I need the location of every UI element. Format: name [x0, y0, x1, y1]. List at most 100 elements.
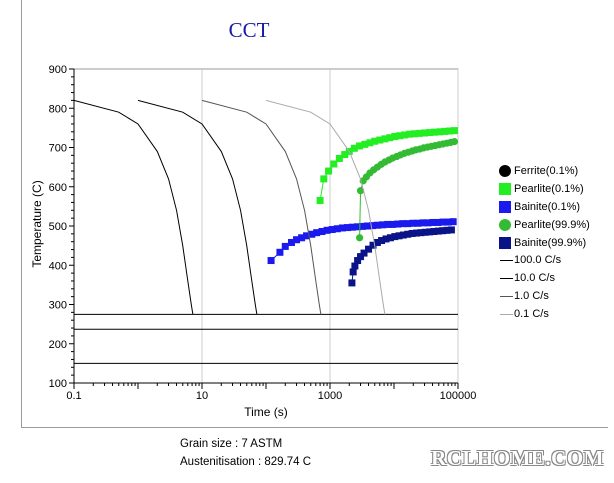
point-bainite-99-9 [404, 230, 412, 238]
series-line-0-1-c-s [265, 99, 386, 315]
legend-line-swatch [497, 254, 513, 266]
y-tick-label: 500 [49, 221, 67, 233]
legend-label: Pearlite(0.1%) [514, 182, 584, 195]
point-bainite-0-1 [384, 220, 392, 228]
point-pearlite-0-1 [391, 133, 399, 141]
point-bainite-0-1 [298, 234, 306, 242]
point-pearlite-0-1 [371, 137, 379, 145]
legend-item: 100.0 C/s [497, 251, 590, 269]
legend-item: Bainite(0.1%) [497, 198, 590, 216]
point-bainite-99-9 [357, 253, 365, 261]
point-bainite-99-9 [430, 227, 438, 235]
point-bainite-0-1 [287, 238, 295, 246]
point-bainite-0-1 [429, 218, 437, 226]
point-pearlite-0-1 [441, 127, 449, 135]
point-pearlite-0-1 [335, 154, 343, 162]
point-pearlite-99-9 [356, 187, 365, 195]
series-line-1-0-c-s [201, 99, 322, 315]
legend-line-swatch [497, 290, 513, 302]
y-tick-label: 200 [49, 339, 67, 351]
series-line-10-0-c-s [137, 99, 258, 315]
point-bainite-0-1 [303, 232, 311, 240]
point-bainite-0-1 [389, 220, 397, 228]
series-line-100-0-c-s [73, 99, 194, 315]
legend-marker-swatch [497, 164, 513, 177]
point-bainite-99-9 [439, 227, 447, 235]
y-tick-label: 700 [49, 143, 67, 155]
point-bainite-0-1 [364, 222, 372, 230]
chart-title: CCT [228, 18, 270, 42]
point-bainite-99-9 [447, 226, 455, 234]
point-bainite-0-1 [449, 218, 457, 226]
point-pearlite-0-1 [396, 132, 404, 140]
point-bainite-99-9 [382, 235, 390, 243]
point-pearlite-0-1 [426, 129, 434, 137]
legend-label: Ferrite(0.1%) [514, 164, 579, 177]
point-bainite-0-1 [293, 236, 301, 244]
x-tick-label: 1000 [318, 390, 342, 402]
point-pearlite-0-1 [415, 129, 423, 137]
y-tick-label: 100 [49, 378, 67, 390]
point-pearlite-0-1 [406, 130, 414, 138]
legend-item: Bainite(99.9%) [497, 234, 590, 252]
legend-line-swatch [497, 272, 513, 284]
point-bainite-0-1 [404, 220, 412, 228]
point-bainite-99-9 [421, 228, 429, 236]
y-tick-label: 400 [49, 260, 67, 272]
y-tick-label: 300 [49, 300, 67, 312]
watermark-logo: RCLHOME.COM [431, 446, 604, 470]
point-pearlite-0-1 [350, 144, 358, 152]
point-bainite-0-1 [333, 225, 341, 233]
point-bainite-0-1 [323, 226, 331, 234]
point-bainite-0-1 [414, 219, 422, 227]
legend-marker-swatch [497, 182, 513, 195]
legend-label: Pearlite(99.9%) [514, 218, 590, 231]
legend-marker-swatch [497, 200, 513, 213]
legend-label: 0.1 C/s [514, 308, 549, 321]
point-bainite-0-1 [439, 218, 447, 226]
legend-item: Pearlite(0.1%) [497, 180, 590, 198]
point-pearlite-0-1 [446, 127, 454, 135]
point-bainite-99-9 [426, 228, 434, 236]
point-bainite-0-1 [281, 242, 289, 250]
point-pearlite-0-1 [330, 160, 338, 168]
point-pearlite-0-1 [436, 128, 444, 136]
point-bainite-99-9 [413, 229, 421, 237]
point-bainite-99-9 [373, 238, 381, 246]
point-bainite-99-9 [354, 257, 362, 265]
point-bainite-99-9 [391, 233, 399, 241]
point-bainite-0-1 [434, 218, 442, 226]
point-pearlite-0-1 [450, 127, 458, 135]
y-axis-label: Temperature (C) [30, 180, 44, 267]
austenitisation-text: Austenitisation : 829.74 C [180, 456, 312, 468]
point-pearlite-0-1 [401, 131, 409, 139]
point-bainite-0-1 [328, 226, 336, 234]
legend-label: Bainite(0.1%) [514, 200, 581, 213]
grain-size-text: Grain size : 7 ASTM [180, 438, 283, 450]
point-pearlite-0-1 [411, 130, 419, 138]
point-bainite-0-1 [419, 219, 427, 227]
point-bainite-0-1 [308, 230, 316, 238]
point-bainite-0-1 [348, 223, 356, 231]
legend-label: 1.0 C/s [514, 290, 549, 303]
point-bainite-0-1 [369, 222, 377, 230]
legend-item: Ferrite(0.1%) [497, 162, 590, 180]
point-bainite-99-9 [395, 232, 403, 240]
point-bainite-99-9 [369, 241, 377, 249]
legend-marker-swatch [497, 236, 513, 249]
legend-label: 100.0 C/s [514, 254, 562, 267]
point-pearlite-99-9 [355, 234, 364, 242]
point-bainite-0-1 [394, 220, 402, 228]
point-pearlite-0-1 [376, 136, 384, 144]
x-axis-label: Time (s) [244, 405, 288, 419]
point-bainite-99-9 [360, 249, 368, 257]
y-tick-label: 800 [49, 103, 67, 115]
legend-item: Pearlite(99.9%) [497, 216, 590, 234]
point-pearlite-0-1 [316, 196, 324, 204]
legend-item: 10.0 C/s [497, 269, 590, 287]
point-bainite-0-1 [318, 227, 326, 235]
point-bainite-0-1 [338, 224, 346, 232]
legend-item: 0.1 C/s [497, 305, 590, 323]
point-bainite-0-1 [444, 218, 452, 226]
